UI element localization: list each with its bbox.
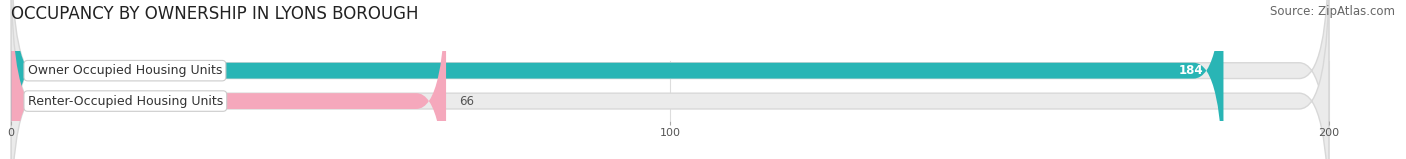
Text: 184: 184	[1180, 64, 1204, 77]
FancyBboxPatch shape	[11, 0, 1329, 159]
FancyBboxPatch shape	[11, 0, 1223, 159]
Text: Source: ZipAtlas.com: Source: ZipAtlas.com	[1270, 5, 1395, 18]
Text: Renter-Occupied Housing Units: Renter-Occupied Housing Units	[28, 95, 224, 108]
Text: OCCUPANCY BY OWNERSHIP IN LYONS BOROUGH: OCCUPANCY BY OWNERSHIP IN LYONS BOROUGH	[11, 5, 419, 23]
FancyBboxPatch shape	[11, 0, 1329, 159]
FancyBboxPatch shape	[11, 0, 446, 159]
Text: 66: 66	[460, 95, 474, 108]
Text: Owner Occupied Housing Units: Owner Occupied Housing Units	[28, 64, 222, 77]
